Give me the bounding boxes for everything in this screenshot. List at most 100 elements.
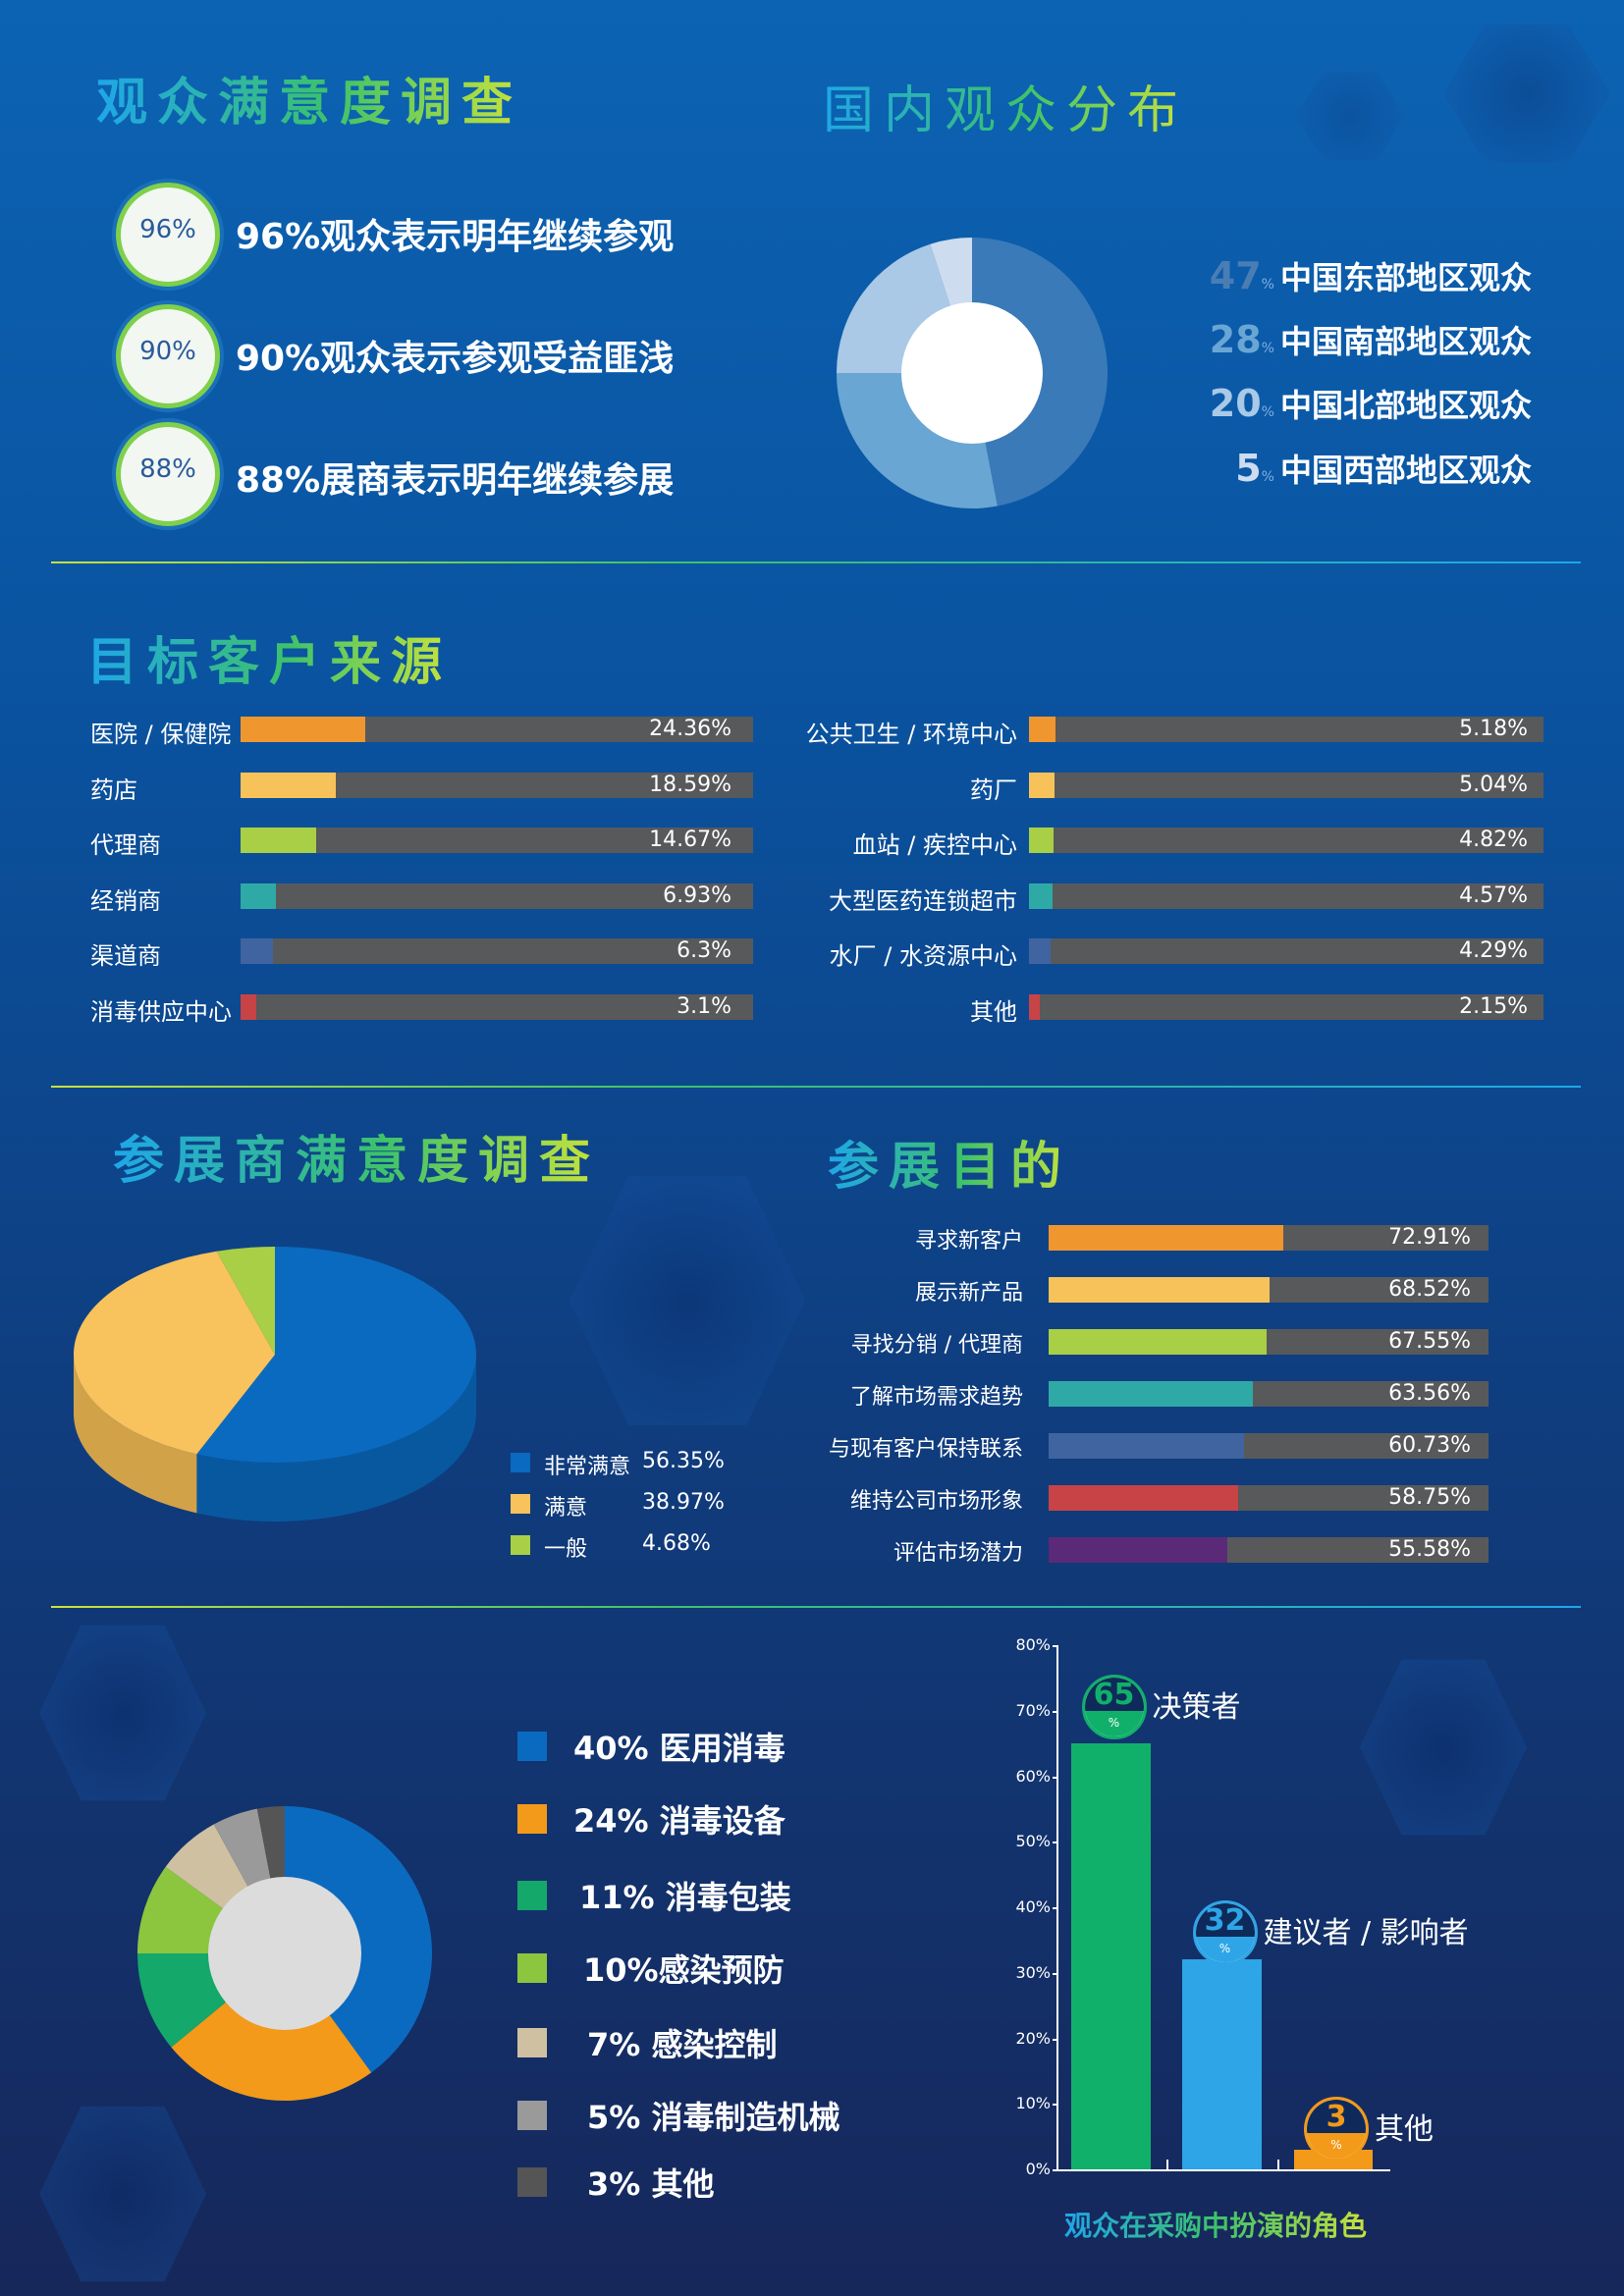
bar-value: 4.82%	[1459, 828, 1528, 852]
legend-swatch	[517, 2101, 547, 2130]
exhibit-category-donut	[137, 1806, 432, 2101]
bar-value: 55.58%	[1388, 1537, 1471, 1562]
bar-label: 维持公司市场形象	[849, 1489, 1023, 1514]
bg-hexagon	[569, 1176, 805, 1425]
x-tick-mark	[1166, 2160, 1168, 2171]
bar-value: 60.73%	[1388, 1433, 1471, 1458]
y-tick-mark	[1053, 1776, 1058, 1779]
legend-label: 5% 消毒制造机械	[587, 2099, 840, 2136]
legend-swatch	[517, 1953, 547, 1983]
bar-label: 大型医药连锁超市	[829, 886, 1017, 915]
role-label: 决策者	[1152, 1690, 1241, 1725]
bar-track: 72.91%	[1049, 1225, 1489, 1251]
section-divider	[51, 1086, 1581, 1088]
bar-track: 2.15%	[1029, 993, 1543, 1020]
role-value-badge: 65%	[1081, 1675, 1147, 1739]
section-title-exhibit-purpose: 参展目的	[828, 1125, 1071, 1199]
pie-slice	[196, 1247, 476, 1463]
region-row: 20% 中国北部地区观众	[1209, 382, 1532, 425]
y-tick-mark	[1053, 1645, 1058, 1647]
donut-hole	[901, 302, 1043, 444]
legend-value: 56.35%	[642, 1449, 725, 1473]
y-tick-label: 0%	[1025, 2160, 1051, 2178]
bar-value: 67.55%	[1388, 1329, 1471, 1354]
satisfaction-item: 90%观众表示参观受益匪浅	[236, 339, 675, 379]
bar-fill	[1029, 717, 1056, 742]
bar-fill	[241, 938, 273, 964]
legend-label: 24% 消毒设备	[573, 1802, 785, 1840]
bar-track: 6.93%	[241, 882, 753, 909]
donut-slice	[837, 373, 998, 508]
legend-swatch	[517, 2028, 547, 2057]
bar-track: 24.36%	[241, 717, 753, 742]
y-tick-label: 40%	[1015, 1897, 1051, 1916]
y-tick-label: 70%	[1015, 1700, 1051, 1720]
bar-value: 58.75%	[1388, 1485, 1471, 1510]
donut-slice	[972, 238, 1108, 507]
bar-fill	[1049, 1277, 1270, 1303]
percent-badge: 96%	[116, 183, 220, 287]
legend-label: 40% 医用消毒	[573, 1730, 785, 1767]
bar-label: 展示新产品	[914, 1281, 1023, 1306]
bar-label: 经销商	[90, 886, 161, 915]
role-label: 其他	[1375, 2112, 1434, 2147]
bar-fill	[1049, 1433, 1245, 1459]
bar-fill	[1029, 938, 1052, 964]
bar-track: 6.3%	[241, 938, 753, 964]
y-tick-label: 50%	[1015, 1832, 1051, 1851]
role-label: 建议者 / 影响者	[1263, 1916, 1469, 1950]
legend-swatch	[517, 1732, 547, 1761]
bar-label: 了解市场需求趋势	[849, 1385, 1023, 1410]
bar-label: 渠道商	[90, 942, 161, 970]
legend-swatch	[511, 1453, 530, 1472]
legend-swatch	[517, 2167, 547, 2197]
bar-label: 其他	[970, 997, 1017, 1026]
bg-hexagon	[1443, 24, 1610, 163]
percent-badge: 90%	[116, 304, 220, 408]
region-row: 47% 中国东部地区观众	[1209, 254, 1532, 297]
y-tick-mark	[1053, 1710, 1058, 1713]
role-value-badge: 32%	[1192, 1900, 1258, 1965]
legend-swatch	[517, 1804, 547, 1834]
bar-track: 63.56%	[1049, 1381, 1489, 1407]
bar-label: 公共卫生 / 环境中心	[805, 721, 1017, 748]
bar-track: 14.67%	[241, 828, 753, 853]
donut-hole	[208, 1877, 361, 2030]
bar-fill	[241, 993, 257, 1020]
bar-value: 72.91%	[1388, 1225, 1471, 1250]
section-title-target-customers: 目标客户来源	[86, 620, 452, 694]
bar-value: 5.18%	[1459, 717, 1528, 741]
legend-value: 38.97%	[642, 1490, 725, 1515]
bar-fill	[1049, 1485, 1238, 1511]
bar-fill	[1029, 772, 1056, 798]
bar-fill	[241, 828, 316, 853]
x-tick-mark	[1277, 2160, 1279, 2171]
pie-side	[196, 1355, 476, 1522]
bar-track: 5.18%	[1029, 717, 1543, 742]
bar-fill	[241, 717, 366, 742]
bar-label: 代理商	[90, 831, 161, 859]
bar-value: 14.67%	[649, 828, 731, 852]
y-tick-label: 80%	[1015, 1635, 1051, 1654]
bar-value: 2.15%	[1459, 993, 1528, 1019]
bg-hexagon	[1360, 1659, 1527, 1836]
y-tick-mark	[1053, 1907, 1058, 1909]
bar-value: 6.93%	[663, 882, 731, 908]
bar-value: 4.57%	[1459, 882, 1528, 908]
section-divider	[51, 1606, 1581, 1608]
legend-swatch	[511, 1535, 530, 1555]
bar-label: 寻找分销 / 代理商	[850, 1333, 1023, 1358]
bar-track: 3.1%	[241, 993, 753, 1020]
bar-fill	[1049, 1381, 1254, 1407]
bar-value: 63.56%	[1388, 1381, 1471, 1406]
bar-track: 68.52%	[1049, 1277, 1489, 1303]
y-tick-label: 60%	[1015, 1766, 1051, 1786]
role-bar	[1071, 1743, 1151, 2169]
satisfaction-item: 88%展商表示明年继续参展	[236, 460, 675, 501]
bar-track: 60.73%	[1049, 1433, 1489, 1459]
domestic-distribution-donut	[837, 238, 1108, 508]
y-tick-label: 30%	[1015, 1962, 1051, 1982]
percent-badge: 88%	[116, 422, 220, 526]
legend-swatch	[517, 1881, 547, 1910]
satisfaction-item: 96%观众表示明年继续参观	[236, 217, 675, 257]
